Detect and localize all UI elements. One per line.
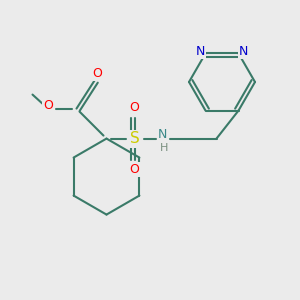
Text: N: N (158, 128, 167, 141)
Text: O: O (44, 99, 53, 112)
Text: O: O (130, 101, 140, 114)
Text: O: O (93, 67, 102, 80)
Text: N: N (196, 45, 205, 58)
Text: O: O (130, 163, 140, 176)
Text: N: N (239, 45, 248, 58)
Text: H: H (160, 142, 169, 153)
Text: S: S (130, 131, 140, 146)
